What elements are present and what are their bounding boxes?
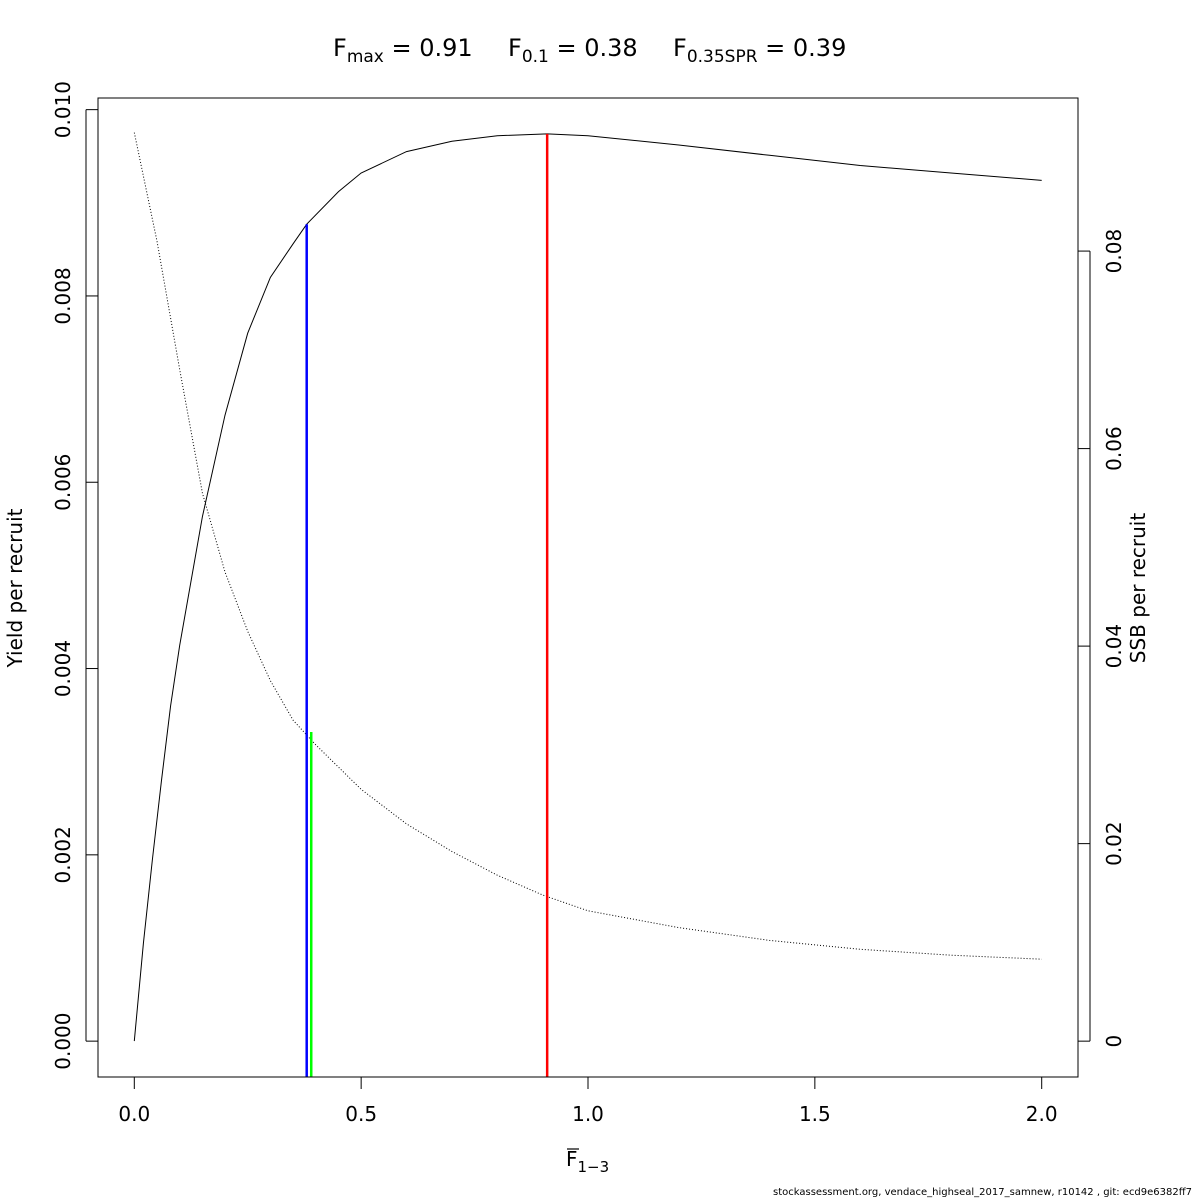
y-right-tick-label: 0.02 <box>1102 821 1126 866</box>
x-axis-title-subscript: 1−3 <box>578 1158 610 1176</box>
y-right-tick-label: 0.06 <box>1102 426 1126 471</box>
y-left-tick-label: 0.002 <box>51 826 75 883</box>
y-right-tick-label: 0.04 <box>1102 624 1126 669</box>
x-axis-title-text: F1−3 <box>566 1147 609 1176</box>
title-f01-symbol: F <box>508 34 522 62</box>
y-axis-left-title: Yield per recruit <box>3 508 27 668</box>
y-right-tick-label: 0.08 <box>1102 229 1126 274</box>
yield-per-recruit-curve <box>133 133 1042 1042</box>
ssb-per-recruit-curve <box>133 132 1042 960</box>
y-axis-right: 0 0.02 0.04 0.06 0.08 <box>1078 229 1126 1048</box>
x-tick-label: 1.0 <box>572 1102 604 1126</box>
title-f01: F0.1 = 0.38 <box>508 34 638 67</box>
title-fmax-symbol: F <box>333 34 347 62</box>
y-left-tick-label: 0.004 <box>51 640 75 697</box>
title-f35-symbol: F <box>673 34 687 62</box>
y-left-tick-label: 0.008 <box>51 267 75 324</box>
chart-title: Fmax = 0.91 F0.1 = 0.38 F0.35SPR = 0.39 <box>333 34 846 67</box>
title-f01-value: = 0.38 <box>549 34 638 62</box>
y-axis-left: 0.000 0.002 0.004 0.006 0.008 0.010 <box>51 81 98 1070</box>
plot-frame <box>97 97 1079 1078</box>
y-right-tick-label: 0 <box>1102 1035 1126 1048</box>
title-fmax-subscript: max <box>347 47 384 67</box>
series-group <box>133 132 1042 1042</box>
x-axis-title: F1−3 <box>566 1147 609 1176</box>
x-tick-label: 0.0 <box>118 1102 150 1126</box>
title-fmax-value: = 0.91 <box>384 34 473 62</box>
footer-credit: stockassessment.org, vendace_highseal_20… <box>773 1187 1192 1198</box>
y-axis-right-title: SSB per recruit <box>1126 513 1150 664</box>
reference-lines <box>305 133 549 1077</box>
x-axis: 0.0 0.5 1.0 1.5 2.0 <box>118 1076 1058 1126</box>
x-tick-label: 0.5 <box>345 1102 377 1126</box>
title-f35: F0.35SPR = 0.39 <box>673 34 846 67</box>
title-fmax: Fmax = 0.91 <box>333 34 473 67</box>
x-tick-label: 1.5 <box>799 1102 831 1126</box>
title-f01-subscript: 0.1 <box>522 47 549 67</box>
x-axis-title-symbol: F <box>566 1147 578 1171</box>
y-left-tick-label: 0.006 <box>51 454 75 511</box>
title-f35-value: = 0.39 <box>758 34 847 62</box>
y-left-tick-label: 0.010 <box>51 81 75 138</box>
y-left-tick-label: 0.000 <box>51 1013 75 1070</box>
x-tick-label: 2.0 <box>1026 1102 1058 1126</box>
title-f35-subscript: 0.35SPR <box>687 47 758 67</box>
